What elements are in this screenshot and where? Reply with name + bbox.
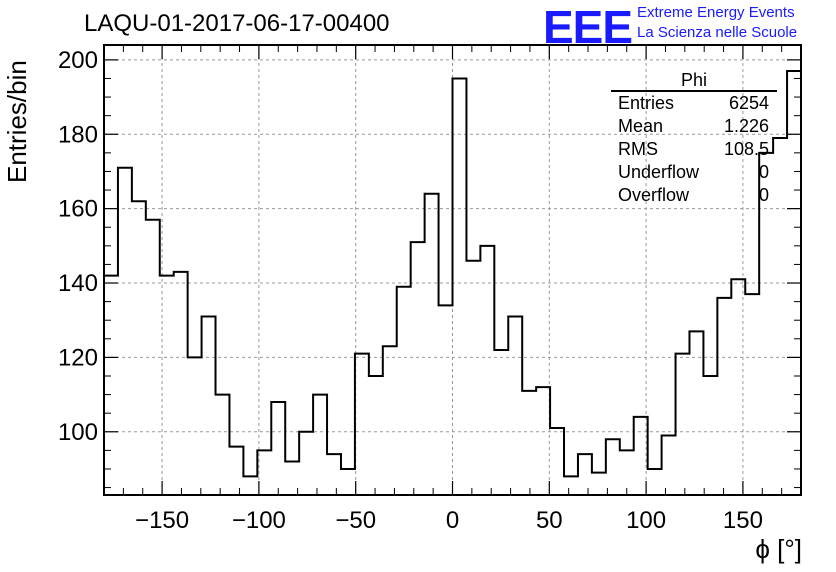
histogram-bin bbox=[703, 376, 717, 495]
histogram-bin bbox=[745, 294, 759, 495]
histogram-bin bbox=[397, 287, 411, 495]
histogram-bin bbox=[146, 220, 160, 495]
histogram-bin bbox=[787, 71, 801, 495]
stats-box: Phi Entries 6254 Mean 1.226 RMS 108.5 Un… bbox=[611, 70, 777, 207]
stats-label: Mean bbox=[618, 116, 664, 136]
x-axis-label: ϕ [°] bbox=[755, 534, 802, 564]
histogram-bin bbox=[494, 350, 508, 495]
axis-ticks bbox=[103, 45, 802, 495]
y-tick-label: 200 bbox=[58, 47, 98, 74]
histogram-bin bbox=[355, 354, 369, 495]
histogram-bin bbox=[550, 428, 564, 495]
stats-label: Underflow bbox=[618, 162, 700, 182]
histogram-bin bbox=[257, 450, 271, 495]
histogram-bin bbox=[118, 168, 132, 495]
histogram-bin bbox=[383, 346, 397, 495]
stats-row: Overflow 0 bbox=[611, 184, 777, 207]
x-tick-label: 150 bbox=[723, 507, 763, 534]
histogram-bin bbox=[285, 462, 299, 495]
stats-label: RMS bbox=[618, 139, 658, 159]
x-tick-label: −50 bbox=[335, 507, 376, 534]
tick-labels: −150 −100 −50 0 50 100 150 100 120 140 160 180 200 bbox=[58, 47, 763, 534]
histogram-bin bbox=[564, 476, 578, 495]
stats-value: 1.226 bbox=[723, 116, 769, 136]
histogram-bin bbox=[132, 201, 146, 495]
y-tick-label: 100 bbox=[58, 419, 98, 446]
histogram-bin bbox=[592, 473, 606, 495]
stats-row: Underflow 0 bbox=[611, 161, 777, 184]
histogram-step-line bbox=[104, 70, 801, 478]
eee-logo: EEE bbox=[543, 1, 633, 53]
y-tick-label: 160 bbox=[58, 196, 98, 223]
stats-box-title: Phi bbox=[611, 70, 777, 92]
histogram-bin bbox=[453, 78, 467, 495]
histogram-bin bbox=[578, 454, 592, 495]
histogram-bin bbox=[313, 395, 327, 495]
stats-row: Mean 1.226 bbox=[611, 115, 777, 138]
histogram-bin bbox=[271, 402, 285, 495]
stats-label: Entries bbox=[618, 93, 675, 113]
x-tick-label: −150 bbox=[135, 507, 189, 534]
histogram-bin bbox=[522, 391, 536, 495]
histogram-bin bbox=[620, 450, 634, 495]
histogram-bin bbox=[229, 447, 243, 495]
histogram-bin bbox=[243, 476, 257, 495]
y-axis-label: Entries/bin bbox=[2, 60, 32, 183]
histogram-bin bbox=[327, 454, 341, 495]
histogram-bin bbox=[466, 261, 480, 495]
histogram-bin bbox=[508, 316, 522, 495]
histogram-bin bbox=[717, 298, 731, 495]
y-tick-label: 140 bbox=[58, 270, 98, 297]
histogram-bin bbox=[536, 387, 550, 495]
x-tick-label: 0 bbox=[446, 507, 459, 534]
logo-line-1: Extreme Energy Events bbox=[637, 4, 795, 21]
histogram-bin bbox=[439, 305, 453, 495]
y-tick-label: 180 bbox=[58, 121, 98, 148]
logo-line-2: La Scienza nelle Scuole bbox=[637, 24, 798, 41]
histogram-bin bbox=[689, 331, 703, 495]
histogram-bin bbox=[188, 357, 202, 495]
histogram-bin bbox=[369, 376, 383, 495]
stats-value: 0 bbox=[758, 185, 769, 205]
stats-value: 108.5 bbox=[723, 139, 769, 159]
stats-row: Entries 6254 bbox=[611, 92, 777, 115]
histogram-bin bbox=[606, 439, 620, 495]
histogram-bin bbox=[648, 469, 662, 495]
histogram-bin bbox=[425, 194, 439, 495]
histogram-bin bbox=[480, 246, 494, 495]
histogram-bin bbox=[676, 354, 690, 495]
histogram-bin bbox=[731, 279, 745, 495]
stats-label: Overflow bbox=[618, 185, 690, 205]
histogram-bin bbox=[299, 432, 313, 495]
histogram-bin bbox=[634, 417, 648, 495]
chart-title: LAQU-01-2017-06-17-00400 bbox=[84, 10, 390, 37]
x-tick-label: 50 bbox=[536, 507, 563, 534]
histogram-bin bbox=[411, 242, 425, 495]
histogram-bin bbox=[104, 276, 118, 495]
stats-row: RMS 108.5 bbox=[611, 138, 777, 161]
histogram-bin bbox=[202, 316, 216, 495]
histogram-bin bbox=[174, 272, 188, 495]
histogram-bin bbox=[341, 469, 355, 495]
histogram-bin bbox=[662, 435, 676, 495]
histogram-bin bbox=[160, 276, 174, 495]
x-tick-label: 100 bbox=[626, 507, 666, 534]
x-tick-label: −100 bbox=[232, 507, 286, 534]
stats-value: 0 bbox=[758, 162, 769, 182]
y-tick-label: 120 bbox=[58, 344, 98, 371]
histogram-bin bbox=[216, 395, 230, 495]
stats-value: 6254 bbox=[728, 93, 769, 113]
